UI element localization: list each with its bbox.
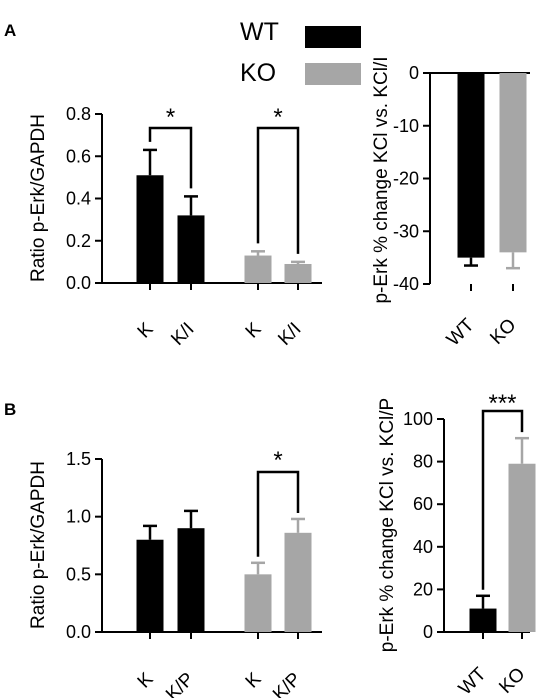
y-tick-label: 60 <box>413 494 433 514</box>
x-tick-label: WT <box>455 663 491 698</box>
chart-panel-a-percent-change: 0 -10 -20 -30 -40 WT KO p-Erk % change KCl vs. … <box>371 56 530 350</box>
panel-label-b: B <box>4 400 16 419</box>
bar-ko-k-p <box>284 532 312 632</box>
y-axis-label: p-Erk % change KCl vs. KCl/P <box>377 398 398 652</box>
y-tick-label: -40 <box>393 274 419 294</box>
chart-panel-b-ratio: 0.00.51.01.5K K/P K K/P*Ratio p-Erk/GAPDH <box>28 447 322 698</box>
bar-ko-k-i <box>284 263 312 283</box>
bar-wt-wt <box>469 608 497 632</box>
charts: 0.0 0.2 0.4 0.6 0.8 K K/I K K/I * * Ratio p-Erk/GAP… <box>28 56 536 698</box>
significance-marker: * <box>166 104 175 131</box>
y-tick-label: 0.0 <box>66 273 91 293</box>
significance-bracket <box>256 126 300 254</box>
legend-label: WT <box>240 18 279 46</box>
y-tick-label: 0 <box>409 63 419 83</box>
legend: WT KO <box>240 18 361 87</box>
x-tick-label: KO <box>486 315 520 349</box>
legend-label: KO <box>240 59 276 87</box>
bar-wt-wt <box>457 73 485 258</box>
y-tick-label: 0.2 <box>66 231 91 251</box>
bar-wt-k <box>136 175 164 283</box>
x-tick-label: K/P <box>269 669 306 698</box>
y-tick-label: 0 <box>423 622 433 642</box>
chart-panel-a-ratio: 0.0 0.2 0.4 0.6 0.8 K K/I K K/I * * Ratio p-Erk/GAP… <box>28 104 322 350</box>
x-tick-label: K/P <box>162 669 199 698</box>
bar-ko-ko <box>499 73 527 253</box>
x-tick-label: K <box>242 668 266 692</box>
bar-wt-k-p <box>177 528 205 632</box>
y-tick-label: 1.5 <box>66 449 91 469</box>
y-tick-label: -30 <box>393 221 419 241</box>
y-tick-label: 40 <box>413 537 433 557</box>
legend-swatch <box>305 63 361 85</box>
significance-marker: * <box>273 104 282 131</box>
x-tick-label: K/I <box>274 319 305 350</box>
significance-marker: *** <box>488 390 516 417</box>
legend-swatch <box>305 26 361 48</box>
significance-marker: * <box>273 447 282 474</box>
y-tick-label: 0.5 <box>66 564 91 584</box>
panel-label-a: A <box>4 21 16 40</box>
y-tick-label: -20 <box>393 169 419 189</box>
bar-ko-ko <box>508 463 536 632</box>
y-tick-label: 0.0 <box>66 622 91 642</box>
chart-panel-b-percent-change: 0 20 40 60 80 100 WT KO *** p-Erk % change KCl vs… <box>377 390 536 698</box>
bar-ko-k <box>244 255 272 283</box>
significance-bracket <box>148 126 193 189</box>
y-tick-label: 1.0 <box>66 507 91 527</box>
bar-wt-k <box>136 539 164 632</box>
y-tick-label: 0.4 <box>66 189 91 209</box>
y-tick-label: 0.8 <box>66 104 91 124</box>
y-tick-label: 20 <box>413 579 433 599</box>
bar-wt-k-i <box>177 215 205 283</box>
x-tick-label: K <box>134 668 158 692</box>
significance-bracket <box>256 470 300 557</box>
y-tick-label: 100 <box>403 409 433 429</box>
y-tick-label: 80 <box>413 452 433 472</box>
y-axis-label: p-Erk % change KCl vs. KCl/I <box>371 56 392 303</box>
bar-ko-k <box>244 574 272 632</box>
significance-bracket <box>481 409 524 590</box>
y-axis-label: Ratio p-Erk/GAPDH <box>28 461 49 629</box>
y-tick-label: 0.6 <box>66 146 91 166</box>
x-tick-label: K <box>242 318 266 342</box>
x-tick-label: KO <box>495 664 529 698</box>
y-axis-label: Ratio p-Erk/GAPDH <box>28 114 49 282</box>
x-tick-label: K <box>134 318 158 342</box>
x-tick-label: K/I <box>167 319 198 350</box>
y-tick-label: -10 <box>393 116 419 136</box>
x-tick-label: WT <box>443 314 479 350</box>
